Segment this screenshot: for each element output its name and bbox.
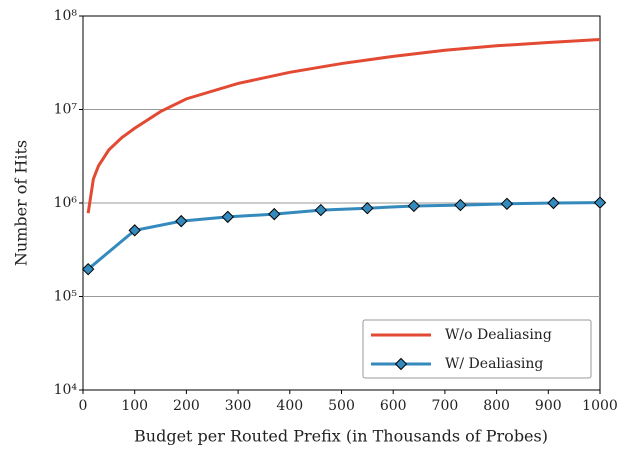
y-tick-label: 10⁷: [54, 102, 78, 118]
legend-label: W/ Dealiasing: [445, 356, 543, 372]
x-tick-label: 500: [328, 398, 355, 414]
x-axis-label: Budget per Routed Prefix (in Thousands o…: [134, 427, 548, 446]
data-point: [314, 203, 328, 217]
x-tick-label: 900: [535, 398, 562, 414]
data-point: [221, 210, 234, 224]
data-point: [268, 207, 281, 221]
data-point: [500, 197, 514, 211]
x-tick-label: 600: [380, 398, 407, 414]
y-tick-label: 10⁴: [54, 382, 78, 398]
data-point: [81, 262, 95, 276]
data-point: [547, 196, 560, 210]
legend-label: W/o Dealiasing: [445, 327, 552, 343]
data-line: [87, 201, 601, 271]
x-tick-label: 100: [121, 398, 148, 414]
y-tick-label: 10⁵: [54, 289, 78, 305]
legend-marker: [394, 357, 408, 371]
x-tick-label: 200: [173, 398, 200, 414]
data-point: [454, 198, 467, 212]
x-tick-label: 400: [276, 398, 303, 414]
data-point: [175, 214, 188, 228]
y-tick-label: 10⁸: [54, 8, 78, 24]
data-point: [128, 224, 141, 237]
data-point: [407, 199, 421, 213]
x-tick-label: 0: [79, 398, 88, 414]
x-tick-label: 1000: [582, 398, 618, 414]
x-tick-label: 700: [432, 398, 459, 414]
y-tick-label: 10⁶: [54, 195, 78, 211]
data-point: [361, 201, 374, 215]
data-line: [86, 38, 601, 214]
x-tick-label: 800: [483, 398, 510, 414]
data-point: [593, 196, 607, 209]
x-tick-label: 300: [225, 398, 252, 414]
y-axis-label: Number of Hits: [12, 140, 31, 266]
